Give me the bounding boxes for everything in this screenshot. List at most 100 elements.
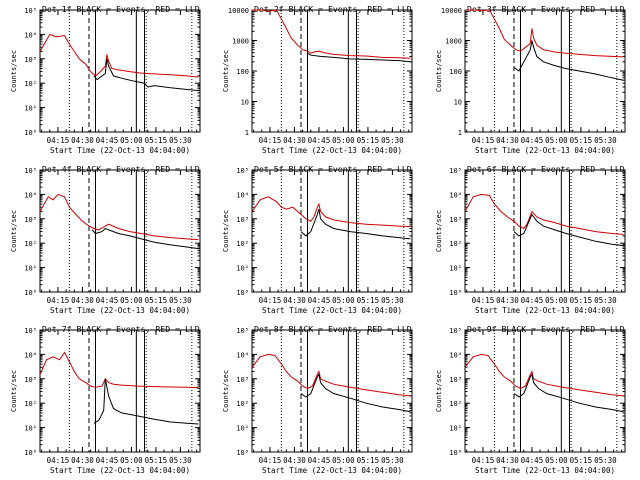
panel-5: Det 5f BLACK = Events, RED = LLD 10⁰ 10¹ 10… [222,164,413,315]
y-tick-label: 10³ [236,216,249,224]
plot-frame [251,9,413,133]
plot-frame [39,9,201,133]
y-tick-label: 10³ [449,376,462,384]
plot-frame [251,169,413,293]
y-tick-label: 10⁴ [449,351,462,359]
y-tick-label: 10⁰ [449,449,462,457]
x-tick-label: 04:15 [472,296,495,305]
x-axis-label: Start Time (22-Oct-13 04:04:00) [262,146,402,155]
series-events-line [307,52,411,63]
x-tick-label: 04:45 [308,456,331,465]
y-tick-label: 10² [449,400,462,408]
x-tick-label: 04:45 [308,136,331,145]
x-tick-label: 05:00 [120,456,143,465]
y-tick-label: 10² [236,400,249,408]
y-tick-label: 10⁰ [449,289,462,297]
y-tick-label: 10⁵ [24,7,37,15]
plot-frame [251,329,413,453]
series-lld-line [251,353,411,397]
y-axis-label: Counts/sec [10,210,18,252]
x-tick-label: 04:15 [472,136,495,145]
x-tick-label: 05:15 [145,136,168,145]
plot-frame [39,169,201,293]
y-tick-label: 10⁵ [449,327,462,335]
y-tick-label: 10 [241,99,249,107]
x-axis-label: Start Time (22-Oct-13 04:04:00) [475,146,615,155]
panel-title: Det 1f BLACK = Events, RED = LLD [42,4,200,14]
x-tick-label: 04:45 [96,456,119,465]
x-tick-label: 05:30 [594,456,617,465]
x-tick-label: 05:00 [545,136,568,145]
y-tick-label: 10⁴ [236,351,249,359]
x-tick-label: 04:15 [259,296,282,305]
y-tick-label: 10000 [228,7,249,15]
y-tick-label: 10³ [24,376,37,384]
x-tick-label: 05:00 [332,456,355,465]
x-tick-label: 04:45 [521,456,544,465]
x-tick-label: 04:45 [96,296,119,305]
y-axis-label: Counts/sec [222,370,230,412]
x-tick-label: 04:30 [71,456,94,465]
y-tick-label: 10¹ [236,425,249,433]
x-tick-label: 04:15 [259,136,282,145]
y-tick-label: 10⁵ [24,327,37,335]
x-tick-label: 05:30 [169,296,192,305]
panel-2: Det 2f BLACK = Events, RED = LLD 1 10 100 10… [222,4,413,155]
x-tick-label: 05:00 [545,296,568,305]
x-tick-label: 05:15 [570,296,593,305]
x-tick-label: 05:00 [332,136,355,145]
y-axis-label: Counts/sec [435,210,443,252]
x-tick-label: 04:30 [496,136,519,145]
series-events-line [300,208,411,240]
x-tick-label: 04:30 [496,456,519,465]
y-tick-label: 10⁵ [236,167,249,175]
y-axis-label: Counts/sec [222,50,230,92]
y-tick-label: 10 [454,99,462,107]
x-tick-label: 04:30 [71,296,94,305]
x-tick-label: 05:00 [332,296,355,305]
y-axis-label: Counts/sec [435,370,443,412]
y-tick-label: 1000 [232,38,249,46]
y-tick-label: 1000 [445,38,462,46]
panel-8: Det 8f BLACK = Events, RED = LLD 10⁰ 10¹ 10… [222,324,413,475]
panel-title: Det 5f BLACK = Events, RED = LLD [254,164,412,174]
x-tick-label: 04:30 [283,136,306,145]
x-tick-label: 04:30 [496,296,519,305]
x-tick-label: 05:15 [570,136,593,145]
series-lld-line [251,196,411,228]
y-tick-label: 10¹ [24,425,37,433]
y-tick-label: 1 [458,129,462,137]
x-tick-label: 05:00 [120,296,143,305]
x-tick-label: 04:30 [71,136,94,145]
series-events-line [93,378,199,425]
x-tick-label: 04:30 [283,456,306,465]
y-tick-label: 10⁴ [24,351,37,359]
x-axis-label: Start Time (22-Oct-13 04:04:00) [262,466,402,475]
y-axis-label: Counts/sec [10,370,18,412]
y-axis-label: Counts/sec [10,50,18,92]
panel-title: Det 9f BLACK = Events, RED = LLD [467,324,625,334]
y-tick-label: 10⁴ [24,31,37,39]
x-tick-label: 04:45 [96,136,119,145]
series-lld-line [39,33,199,78]
panel-title: Det 3f BLACK = Events, RED = LLD [467,4,625,14]
y-tick-label: 10¹ [24,105,37,113]
x-tick-label: 05:15 [357,296,380,305]
y-axis-label: Counts/sec [435,50,443,92]
series-events-line [513,213,624,247]
series-events-line [513,40,624,81]
y-tick-label: 10⁴ [449,191,462,199]
panel-title: Det 8f BLACK = Events, RED = LLD [254,324,412,334]
series-lld-line [464,193,624,235]
x-axis-label: Start Time (22-Oct-13 04:04:00) [262,306,402,315]
y-tick-label: 10⁰ [24,449,37,457]
x-tick-label: 04:15 [47,296,70,305]
y-tick-label: 10¹ [236,265,249,273]
x-tick-label: 05:30 [381,296,404,305]
y-tick-label: 10² [24,240,37,248]
x-axis-label: Start Time (22-Oct-13 04:04:00) [475,466,615,475]
x-tick-label: 04:15 [47,456,70,465]
x-axis-label: Start Time (22-Oct-13 04:04:00) [50,146,190,155]
y-tick-label: 10000 [441,7,462,15]
y-tick-label: 10² [236,240,249,248]
